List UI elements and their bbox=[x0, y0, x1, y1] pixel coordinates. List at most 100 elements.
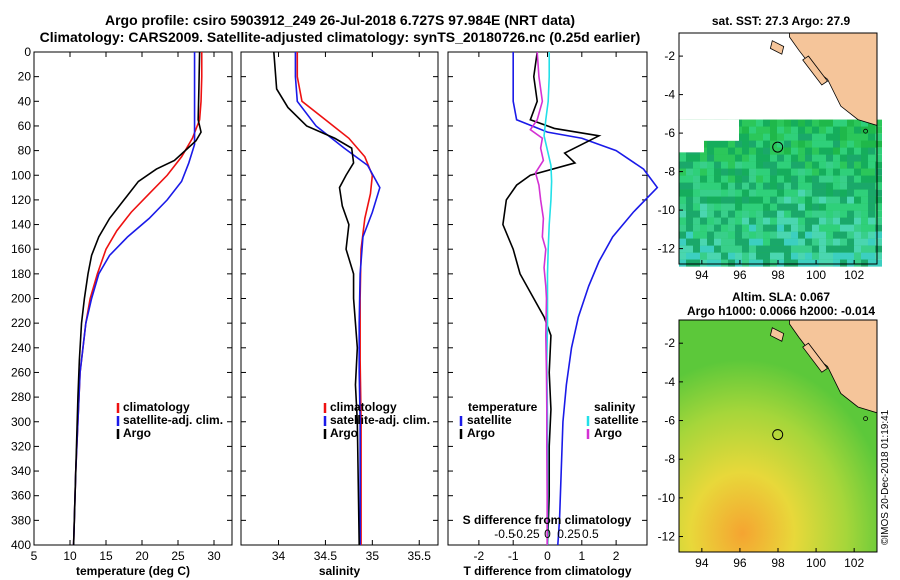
sst-pixel bbox=[742, 119, 749, 127]
sst-pixel bbox=[819, 168, 826, 176]
sst-pixel bbox=[798, 140, 805, 148]
sst-pixel bbox=[819, 259, 826, 267]
sst-pixel bbox=[798, 189, 805, 197]
sst-pixel bbox=[777, 154, 784, 162]
sst-pixel bbox=[798, 126, 805, 134]
sst-pixel bbox=[728, 140, 735, 148]
sst-pixel bbox=[763, 154, 770, 162]
sst-pixel bbox=[868, 182, 875, 190]
x-tick-label-s: 0 bbox=[544, 527, 551, 541]
sst-pixel bbox=[868, 161, 875, 169]
sst-pixel bbox=[798, 168, 805, 176]
sst-pixel bbox=[770, 210, 777, 218]
sst-pixel bbox=[756, 259, 763, 267]
sst-pixel bbox=[756, 210, 763, 218]
sst-pixel bbox=[777, 259, 784, 267]
sst-pixel bbox=[679, 238, 686, 246]
sst-pixel bbox=[812, 210, 819, 218]
sst-pixel bbox=[777, 133, 784, 141]
sst-pixel bbox=[707, 217, 714, 225]
sst-pixel bbox=[819, 252, 826, 260]
sst-pixel bbox=[763, 140, 770, 148]
sst-pixel bbox=[742, 217, 749, 225]
sst-pixel bbox=[777, 224, 784, 232]
sst-pixel bbox=[805, 133, 812, 141]
x-tick-label: 25 bbox=[171, 549, 185, 563]
sst-pixel bbox=[784, 189, 791, 197]
legend-label: satellite-adj. clim. bbox=[330, 413, 430, 427]
sst-pixel bbox=[868, 203, 875, 211]
sst-pixel bbox=[791, 259, 798, 267]
sst-pixel bbox=[686, 196, 693, 204]
sst-pixel bbox=[840, 217, 847, 225]
sst-pixel bbox=[784, 126, 791, 134]
sst-pixel bbox=[791, 161, 798, 169]
y-tick-label: 100 bbox=[11, 168, 31, 182]
y-tick-label: 180 bbox=[11, 267, 31, 281]
sst-pixel bbox=[686, 259, 693, 267]
sst-pixel bbox=[826, 203, 833, 211]
sst-pixel bbox=[679, 175, 686, 183]
sst-pixel bbox=[763, 133, 770, 141]
sst-pixel bbox=[749, 140, 756, 148]
sst-pixel bbox=[819, 210, 826, 218]
sst-pixel bbox=[826, 196, 833, 204]
y-tick-label: 20 bbox=[18, 70, 32, 84]
sst-pixel bbox=[784, 161, 791, 169]
sst-pixel bbox=[861, 203, 868, 211]
sst-pixel bbox=[735, 245, 742, 253]
sst-pixel bbox=[686, 182, 693, 190]
sst-pixel bbox=[693, 210, 700, 218]
sst-pixel bbox=[756, 147, 763, 155]
sst-pixel bbox=[819, 238, 826, 246]
sst-pixel bbox=[847, 154, 854, 162]
sst-pixel bbox=[777, 196, 784, 204]
legend-label: climatology bbox=[123, 400, 190, 414]
sst-pixel bbox=[749, 210, 756, 218]
sst-pixel bbox=[714, 196, 721, 204]
series-argo bbox=[273, 51, 360, 546]
sst-pixel bbox=[875, 217, 882, 225]
sst-pixel bbox=[875, 238, 882, 246]
legend-title-temperature: temperature bbox=[468, 400, 538, 414]
x-tick-label: 30 bbox=[207, 549, 221, 563]
sst-pixel bbox=[847, 217, 854, 225]
sst-pixel bbox=[728, 154, 735, 162]
sst-pixel bbox=[798, 224, 805, 232]
sst-pixel bbox=[812, 126, 819, 134]
sst-pixel bbox=[833, 231, 840, 239]
sst-pixel bbox=[819, 196, 826, 204]
sst-pixel bbox=[728, 161, 735, 169]
sst-pixel bbox=[819, 161, 826, 169]
sst-pixel bbox=[812, 140, 819, 148]
sst-pixel bbox=[777, 203, 784, 211]
sst-pixel bbox=[735, 217, 742, 225]
sst-pixel bbox=[840, 175, 847, 183]
sst-pixel bbox=[798, 252, 805, 260]
sst-pixel bbox=[784, 217, 791, 225]
sst-pixel bbox=[777, 182, 784, 190]
sst-pixel bbox=[854, 210, 861, 218]
sst-pixel bbox=[812, 252, 819, 260]
land-islet bbox=[863, 128, 868, 134]
series-argo bbox=[72, 51, 202, 546]
sst-pixel bbox=[826, 231, 833, 239]
sst-pixel bbox=[854, 175, 861, 183]
sst-pixel bbox=[847, 140, 854, 148]
sst-pixel bbox=[840, 189, 847, 197]
sst-pixel bbox=[833, 119, 840, 127]
y-tick-label: 0 bbox=[24, 45, 31, 59]
sst-pixel bbox=[679, 168, 686, 176]
sst-pixel bbox=[791, 210, 798, 218]
sst-pixel bbox=[714, 175, 721, 183]
sst-pixel bbox=[714, 168, 721, 176]
sst-pixel bbox=[728, 182, 735, 190]
sst-pixel bbox=[735, 161, 742, 169]
sst-pixel bbox=[728, 175, 735, 183]
sst-pixel bbox=[868, 217, 875, 225]
sst-pixel bbox=[861, 210, 868, 218]
sst-pixel bbox=[812, 245, 819, 253]
sst-pixel bbox=[854, 147, 861, 155]
sst-pixel bbox=[791, 182, 798, 190]
x-tick-label-s: -0.25 bbox=[512, 527, 540, 541]
